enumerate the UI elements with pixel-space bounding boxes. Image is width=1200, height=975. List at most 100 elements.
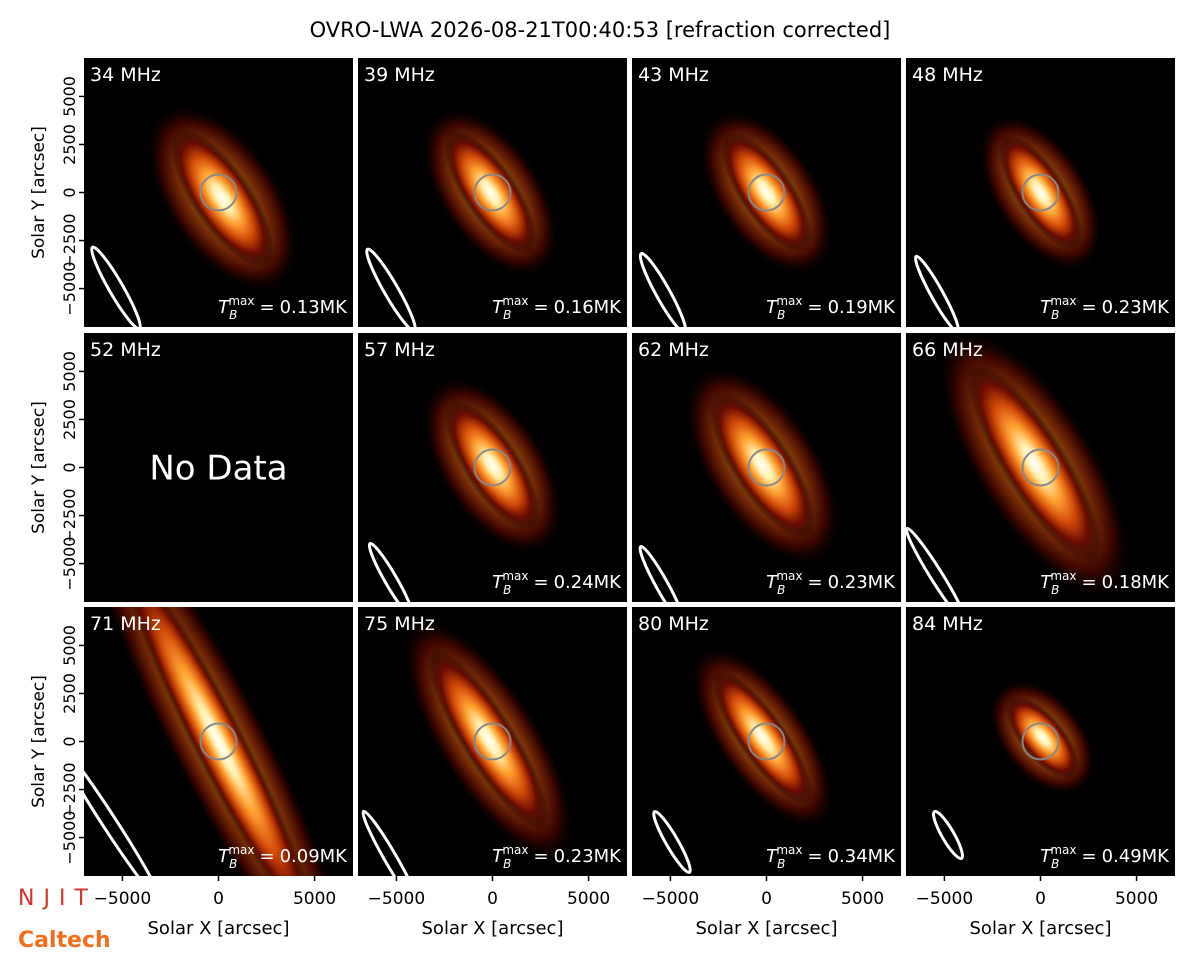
solar-disk — [473, 448, 512, 487]
beam-ellipse — [361, 809, 421, 876]
tb-value: 0.13MK — [280, 297, 349, 318]
beam-ellipse — [84, 740, 163, 876]
tb-symbol: T — [218, 846, 231, 867]
tb-subscript: B — [503, 308, 511, 322]
tb-max-label: TBmax = 0.49MK — [1040, 843, 1170, 871]
radio-emission — [171, 130, 274, 267]
beam-ellipse — [914, 254, 960, 327]
beam-ellipse — [652, 810, 692, 874]
y-tick-label: 2500 — [60, 673, 79, 714]
tb-equals: = — [533, 846, 548, 867]
y-tick-label: −5000 — [60, 811, 79, 865]
x-tick-label: 0 — [761, 889, 772, 909]
panel-frequency-label: 71 MHz — [90, 613, 161, 635]
no-data-label: No Data — [149, 449, 287, 489]
panel-frequency-label: 48 MHz — [912, 64, 983, 86]
tb-value: 0.18MK — [1102, 572, 1171, 593]
radio-emission — [428, 649, 549, 830]
y-tick-label: −2500 — [60, 488, 79, 542]
solar-disk — [199, 722, 238, 761]
panel: TBmax = 0.19MK — [632, 58, 901, 327]
x-axis-label: Solar X [arcsec] — [696, 918, 838, 939]
radio-emission — [445, 400, 540, 531]
x-axis-label: Solar X [arcsec] — [422, 918, 564, 939]
tb-max-label: TBmax = 0.23MK — [1040, 294, 1170, 322]
tb-subscript: B — [503, 857, 511, 871]
y-tick-label: 2500 — [60, 399, 79, 440]
radio-emission — [120, 607, 317, 876]
radio-emission — [1006, 696, 1079, 779]
tb-equals: = — [807, 846, 822, 867]
tb-equals: = — [1081, 846, 1096, 867]
tb-max-label: TBmax = 0.23MK — [766, 569, 896, 597]
tb-superscript: max — [776, 843, 802, 857]
beam-ellipse — [932, 809, 964, 861]
x-tick-label: −5000 — [368, 889, 426, 909]
tb-max-label: TBmax = 0.16MK — [492, 294, 622, 322]
x-tick-label: 0 — [487, 889, 498, 909]
panel: TBmax = 0.49MK — [906, 607, 1175, 876]
radio-emission — [998, 135, 1083, 250]
tb-symbol: T — [1040, 572, 1053, 593]
figure-title: OVRO-LWA 2026-08-21T00:40:53 [refraction… — [310, 18, 891, 42]
panel-frequency-label: 39 MHz — [364, 64, 435, 86]
tb-equals: = — [807, 297, 822, 318]
solar-disk — [747, 173, 786, 212]
tb-superscript: max — [1050, 294, 1076, 308]
radio-emission — [712, 670, 813, 805]
y-tick-label: −2500 — [60, 213, 79, 267]
tb-subscript: B — [229, 857, 237, 871]
x-tick-label: 5000 — [293, 889, 336, 909]
panel: TBmax = 0.18MK — [906, 333, 1175, 602]
solar-disk — [747, 722, 786, 761]
tb-symbol: T — [492, 846, 505, 867]
y-axis-label: Solar Y [arcsec] — [29, 126, 49, 259]
panel: No Data — [84, 333, 353, 602]
panel-frequency-label: 66 MHz — [912, 339, 983, 361]
panel-frequency-label: 34 MHz — [90, 64, 161, 86]
tb-superscript: max — [1050, 843, 1076, 857]
panel: TBmax = 0.13MK — [84, 58, 353, 327]
tb-symbol: T — [766, 297, 779, 318]
tb-superscript: max — [776, 294, 802, 308]
tb-value: 0.09MK — [280, 846, 349, 867]
tb-symbol: T — [492, 297, 505, 318]
beam-ellipse — [638, 544, 686, 602]
beam-ellipse — [638, 251, 688, 327]
radio-emission — [721, 132, 812, 253]
tb-value: 0.34MK — [828, 846, 897, 867]
tb-equals: = — [1081, 572, 1096, 593]
tb-max-label: TBmax = 0.13MK — [218, 294, 348, 322]
y-tick-label: 0 — [60, 736, 79, 746]
solar-disk — [473, 173, 512, 212]
x-axis-label: Solar X [arcsec] — [970, 918, 1112, 939]
tb-superscript: max — [776, 569, 802, 583]
tb-max-label: TBmax = 0.19MK — [766, 294, 896, 322]
solar-disk — [199, 173, 238, 212]
panel-background — [84, 333, 353, 602]
beam-ellipse — [90, 245, 142, 327]
tb-symbol: T — [1040, 846, 1053, 867]
solar-disk — [1021, 448, 1060, 487]
radio-emission — [444, 130, 537, 255]
y-tick-label: 5000 — [60, 351, 79, 392]
panel-frequency-label: 62 MHz — [638, 339, 709, 361]
tb-max-label: TBmax = 0.23MK — [492, 843, 622, 871]
panel: TBmax = 0.24MK — [358, 333, 627, 602]
panel: TBmax = 0.09MK — [84, 607, 353, 876]
panel: TBmax = 0.23MK — [632, 333, 901, 602]
tb-superscript: max — [502, 294, 528, 308]
tb-max-label: TBmax = 0.18MK — [1040, 569, 1170, 597]
tb-value: 0.23MK — [554, 846, 623, 867]
beam-ellipse — [365, 247, 417, 327]
y-tick-label: 0 — [60, 187, 79, 197]
radio-emission — [967, 364, 1102, 563]
tb-equals: = — [259, 297, 274, 318]
x-axis-label: Solar X [arcsec] — [148, 918, 290, 939]
tb-symbol: T — [218, 297, 231, 318]
panel-frequency-label: 57 MHz — [364, 339, 435, 361]
tb-equals: = — [807, 572, 822, 593]
panel: TBmax = 0.23MK — [906, 58, 1175, 327]
x-tick-label: 5000 — [1115, 889, 1158, 909]
y-tick-label: −5000 — [60, 537, 79, 591]
